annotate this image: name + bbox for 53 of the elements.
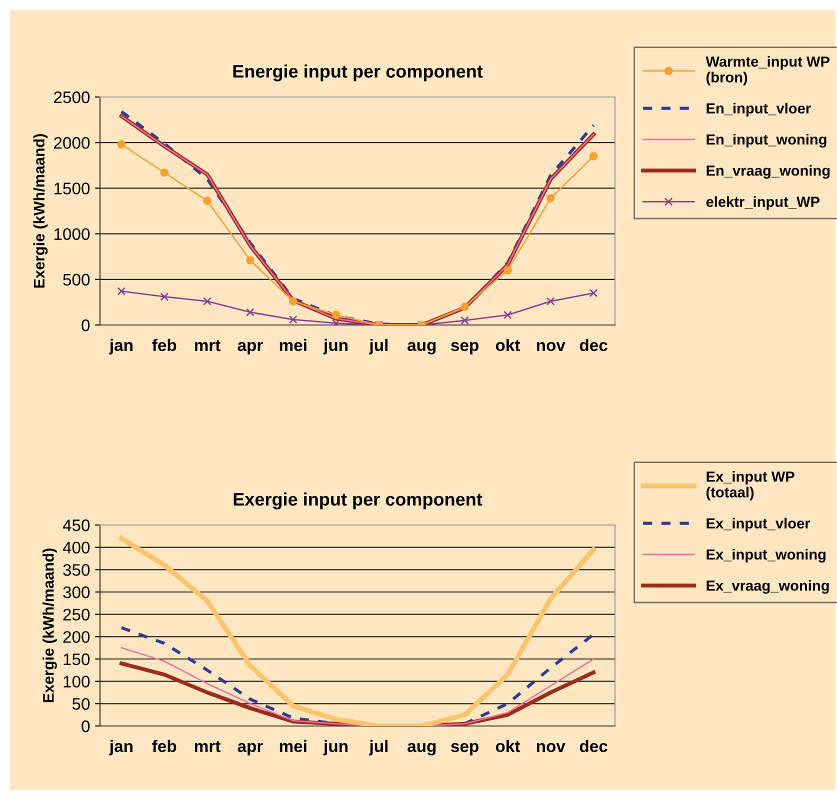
y-tick-label: 400: [62, 542, 90, 554]
y-axis-title: Exergie (kWh/maand): [33, 134, 48, 288]
x-tick-label: nov: [536, 742, 566, 752]
x-tick-label: feb: [152, 338, 176, 352]
legend-label: En_input_woning: [706, 134, 826, 148]
x-tick-label: apr: [238, 342, 263, 354]
y-tick-label: 2000: [54, 137, 90, 149]
legend-label: Ex_input WP (totaal): [706, 471, 794, 500]
y-tick-label: 1500: [54, 182, 90, 194]
x-tick-label: jan: [109, 740, 132, 756]
x-tick-label: dec: [580, 740, 608, 752]
x-tick-label: okt: [496, 740, 520, 752]
y-tick-label: 1000: [54, 228, 90, 240]
legend-label: Ex_input_woning: [706, 548, 826, 563]
y-tick-label: 500: [63, 274, 90, 286]
legend-label: Warmte_input WP (bron): [706, 56, 830, 86]
y-tick-label: 150: [64, 653, 90, 666]
legend-label: Ex_input_vloer: [706, 518, 810, 532]
x-tick-label: aug: [408, 742, 436, 756]
chart-title: Energie input per component: [233, 64, 483, 82]
x-tick-label: okt: [496, 338, 520, 352]
x-tick-label: apr: [238, 742, 263, 756]
y-tick-label: 450: [62, 519, 90, 532]
x-tick-label: jul: [368, 740, 388, 756]
legend-label: En_vraag_woning: [706, 165, 830, 179]
y-tick-label: 0: [82, 319, 90, 332]
y-tick-label: 350: [63, 564, 90, 576]
x-tick-label: mei: [280, 338, 306, 352]
x-tick-label: jun: [323, 740, 348, 756]
y-tick-label: 300: [63, 586, 90, 598]
y-tick-label: 250: [63, 608, 90, 621]
legend-label: elektr_input_WP: [706, 196, 820, 210]
x-tick-label: mei: [280, 740, 306, 752]
legend-label: Ex_vraag_woning: [706, 580, 829, 594]
y-tick-label: 0: [82, 720, 90, 732]
x-tick-label: mrt: [194, 340, 221, 352]
y-tick-label: 100: [64, 676, 90, 688]
x-tick-label: jan: [109, 338, 132, 354]
y-tick-label: 200: [63, 631, 90, 643]
x-tick-label: feb: [152, 740, 176, 752]
x-tick-label: jun: [323, 338, 348, 354]
x-tick-label: mrt: [194, 741, 221, 752]
x-tick-label: sep: [451, 342, 478, 354]
y-tick-label: 2500: [54, 91, 90, 104]
y-tick-label: 50: [72, 698, 90, 710]
x-tick-label: sep: [451, 742, 478, 756]
x-tick-label: nov: [536, 342, 566, 352]
x-tick-label: dec: [580, 338, 608, 352]
legend-label: En_input_vloer: [706, 102, 811, 116]
chart-title: Exergie input per component: [234, 492, 482, 510]
x-tick-label: jul: [368, 338, 388, 354]
x-tick-label: aug: [408, 342, 436, 354]
y-axis-title: Exergie (kWh/maand): [42, 548, 57, 702]
